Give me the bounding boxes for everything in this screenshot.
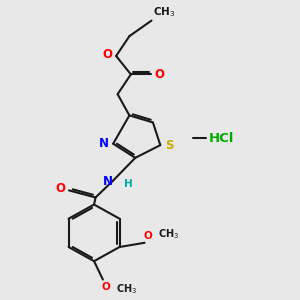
Text: H: H (124, 179, 133, 189)
Text: O: O (143, 231, 152, 241)
Text: S: S (165, 139, 173, 152)
Text: O: O (56, 182, 65, 196)
Text: N: N (99, 137, 109, 150)
Text: O: O (101, 282, 110, 292)
Text: CH$_3$: CH$_3$ (158, 227, 179, 241)
Text: HCl: HCl (209, 131, 234, 145)
Text: CH$_3$: CH$_3$ (116, 282, 137, 296)
Text: CH$_3$: CH$_3$ (153, 5, 176, 19)
Text: N: N (103, 176, 113, 188)
Text: O: O (103, 48, 112, 61)
Text: O: O (154, 68, 164, 81)
